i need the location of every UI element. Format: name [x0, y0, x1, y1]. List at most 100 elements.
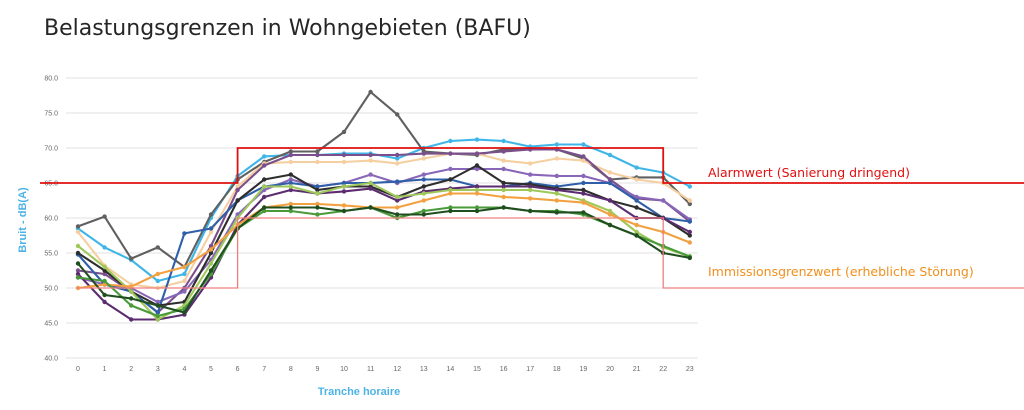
x-tick-label: 8: [289, 366, 293, 373]
data-point: [581, 200, 586, 205]
data-point: [341, 129, 347, 135]
data-point: [102, 278, 107, 284]
x-axis-title: Tranche horaire: [318, 386, 401, 398]
data-point: [262, 208, 267, 214]
data-point: [687, 219, 692, 224]
data-point: [395, 152, 400, 158]
data-point: [288, 208, 293, 214]
data-point: [208, 229, 214, 235]
data-point: [554, 156, 559, 161]
x-tick-labels: 0 1 2 3 4 5 6 7 8 9 10 11 12 13 14 15 16 17 18 19 20 21 22 23: [76, 366, 694, 373]
x-tick-label: 6: [236, 366, 240, 373]
data-point: [75, 271, 81, 277]
data-point: [581, 142, 586, 147]
series-line-12: [77, 206, 690, 314]
data-point: [155, 303, 160, 308]
data-point: [554, 210, 559, 215]
data-point: [501, 194, 506, 200]
data-point: [581, 187, 586, 193]
data-point: [262, 194, 267, 200]
data-point: [501, 180, 506, 186]
series-line-5: [77, 167, 691, 304]
alarm-limit-line: [40, 147, 1024, 184]
limit-lines: [40, 147, 1024, 289]
data-point: [554, 187, 559, 193]
data-point: [288, 159, 293, 165]
data-point: [661, 198, 666, 203]
y-tick-label: 80.0: [44, 76, 58, 83]
data-point: [341, 203, 347, 208]
data-point: [182, 278, 187, 284]
data-point: [687, 198, 692, 203]
data-point: [421, 151, 426, 156]
data-point: [607, 180, 613, 186]
data-point: [155, 245, 160, 250]
data-point: [634, 233, 639, 238]
data-point: [421, 156, 426, 161]
data-point: [395, 156, 400, 161]
data-point: [634, 165, 639, 170]
data-point: [182, 310, 187, 315]
data-point: [581, 158, 586, 163]
data-point: [634, 229, 639, 235]
data-point: [607, 177, 613, 182]
series-line-4: [77, 148, 691, 314]
data-point: [102, 271, 107, 277]
data-point: [288, 172, 293, 177]
data-point: [208, 268, 214, 273]
data-point: [75, 275, 81, 280]
y-tick-label: 65.0: [44, 181, 58, 188]
data-point: [75, 261, 81, 266]
data-point: [581, 154, 586, 159]
data-point: [474, 151, 480, 156]
data-point: [75, 268, 81, 273]
data-point: [448, 187, 453, 193]
data-point: [581, 180, 586, 186]
series-line-9: [77, 181, 691, 321]
data-point: [474, 205, 480, 210]
series-line-8: [77, 185, 691, 321]
data-point: [421, 172, 426, 177]
data-point: [607, 170, 613, 175]
data-point: [395, 205, 400, 210]
data-point: [501, 184, 506, 189]
data-point: [395, 194, 400, 200]
x-tick-label: 11: [367, 366, 374, 373]
data-point: [155, 299, 160, 305]
data-point: [448, 191, 453, 196]
data-point: [288, 184, 293, 189]
x-tick-label: 4: [182, 366, 186, 373]
chart-title: Belastungsgrenzen in Wohngebieten (BAFU): [44, 16, 531, 41]
data-point: [474, 137, 480, 142]
data-point: [368, 172, 373, 177]
y-tick-label: 60.0: [44, 216, 58, 223]
immission-label: Immissionsgrenzwert (erhebliche Störung): [708, 264, 974, 279]
x-tick-label: 21: [633, 366, 641, 373]
data-point: [288, 177, 293, 182]
data-point: [262, 154, 267, 159]
series-line-11: [77, 206, 691, 318]
data-point: [581, 191, 586, 196]
data-point: [182, 289, 187, 294]
data-point: [341, 208, 347, 214]
data-point: [341, 180, 347, 186]
data-point: [607, 222, 613, 228]
y-tick-label: 40.0: [44, 356, 58, 363]
x-tick-label: 17: [526, 366, 534, 373]
data-point: [155, 278, 160, 284]
data-point: [687, 255, 692, 261]
x-tick-label: 10: [340, 366, 348, 373]
data-point: [448, 205, 453, 210]
x-tick-label: 7: [262, 366, 266, 373]
data-point: [288, 149, 293, 154]
data-point: [315, 212, 320, 217]
data-point: [687, 229, 692, 235]
data-point: [102, 264, 107, 270]
data-point: [528, 196, 533, 201]
data-point: [315, 187, 320, 193]
data-point: [395, 198, 400, 203]
x-tick-label: 14: [447, 366, 455, 373]
immission-limit-line: [76, 217, 1024, 289]
series-line-6: [77, 178, 690, 314]
data-point: [341, 189, 347, 194]
